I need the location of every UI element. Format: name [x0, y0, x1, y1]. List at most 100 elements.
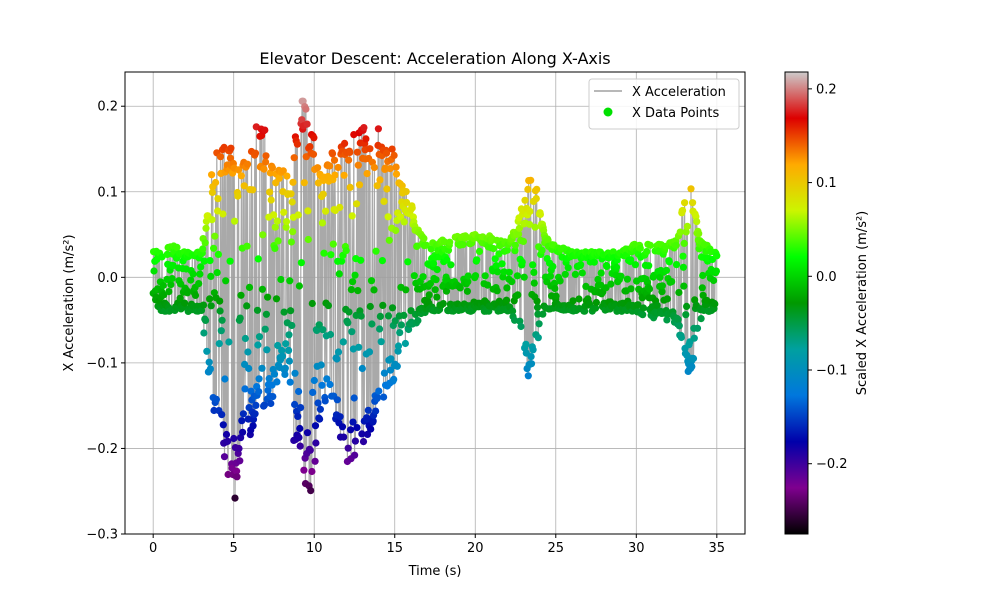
data-point	[244, 415, 252, 423]
data-point	[255, 333, 264, 341]
data-point	[286, 277, 294, 285]
data-point	[235, 444, 243, 453]
data-point	[310, 376, 318, 385]
data-point	[334, 163, 342, 172]
data-point	[607, 280, 615, 288]
data-point	[532, 195, 540, 203]
data-point	[212, 178, 220, 187]
data-point	[290, 154, 298, 162]
data-point	[627, 285, 635, 293]
data-point	[372, 247, 380, 255]
data-point	[374, 394, 382, 402]
data-point	[226, 257, 234, 265]
data-point	[639, 311, 647, 319]
data-point	[380, 369, 388, 377]
data-point	[279, 167, 287, 175]
data-point	[443, 256, 451, 264]
data-point	[212, 395, 220, 403]
data-point	[281, 364, 289, 372]
data-point	[353, 200, 361, 208]
data-point	[255, 388, 263, 396]
data-point	[693, 324, 702, 332]
data-point	[658, 288, 666, 296]
data-point	[475, 247, 484, 255]
data-point	[291, 400, 299, 409]
data-point	[514, 291, 522, 299]
data-point	[347, 426, 355, 434]
data-point	[281, 370, 289, 378]
data-point	[346, 183, 354, 191]
data-point	[230, 434, 238, 443]
data-point	[511, 247, 519, 255]
data-point	[374, 125, 382, 133]
data-point	[255, 375, 263, 383]
data-point	[262, 158, 270, 166]
data-point	[535, 320, 543, 328]
data-point	[200, 329, 208, 337]
data-point	[533, 303, 542, 311]
data-point	[495, 250, 503, 258]
data-point	[388, 304, 397, 312]
data-point	[233, 467, 241, 475]
data-point	[210, 244, 218, 252]
data-point	[329, 240, 337, 248]
data-point	[520, 273, 528, 281]
data-point	[515, 230, 523, 238]
data-point	[383, 185, 391, 193]
data-point	[397, 321, 405, 329]
data-point	[348, 212, 356, 220]
colorbar-ticks: −0.2 −0.1 0.0 0.1 0.2	[808, 82, 848, 472]
legend-item-line: X Acceleration	[632, 85, 726, 100]
data-point	[677, 333, 686, 342]
data-point	[464, 272, 472, 280]
data-point	[313, 326, 321, 334]
data-point	[264, 293, 272, 301]
data-point	[402, 188, 410, 196]
legend: X Acceleration X Data Points	[588, 78, 740, 130]
data-point	[207, 272, 215, 280]
y-tick-label: −0.1	[86, 356, 118, 371]
data-point	[369, 417, 377, 425]
data-point	[394, 347, 402, 355]
data-point	[288, 321, 296, 330]
data-point	[551, 284, 559, 293]
x-tick-label: 20	[467, 541, 484, 556]
colorbar-tick-label: −0.1	[816, 364, 848, 379]
data-point	[502, 296, 511, 304]
data-point	[268, 164, 276, 172]
data-point	[236, 457, 244, 465]
data-point	[291, 369, 299, 377]
data-point	[521, 196, 529, 204]
data-point	[254, 255, 262, 263]
data-point	[349, 278, 357, 286]
data-point	[334, 348, 343, 356]
data-point	[167, 281, 175, 289]
data-point	[351, 451, 359, 459]
data-point	[191, 291, 200, 299]
data-point	[517, 322, 525, 331]
data-point	[634, 301, 642, 309]
data-point	[259, 231, 267, 239]
data-point	[346, 148, 354, 156]
data-point	[296, 424, 304, 433]
data-point	[391, 317, 399, 325]
data-point	[241, 385, 249, 393]
data-point	[484, 281, 492, 289]
data-point	[221, 375, 229, 383]
data-point	[623, 275, 632, 283]
data-point	[508, 307, 517, 315]
data-point	[376, 312, 384, 320]
data-point	[400, 311, 408, 319]
data-point	[226, 154, 235, 162]
data-point	[656, 273, 664, 281]
data-point	[695, 230, 703, 238]
data-point	[386, 165, 394, 173]
data-point	[216, 307, 224, 315]
data-point	[405, 325, 413, 334]
data-point	[311, 422, 320, 430]
data-point	[216, 297, 224, 305]
data-point	[384, 312, 393, 320]
data-point	[351, 437, 359, 445]
data-point	[564, 264, 572, 272]
